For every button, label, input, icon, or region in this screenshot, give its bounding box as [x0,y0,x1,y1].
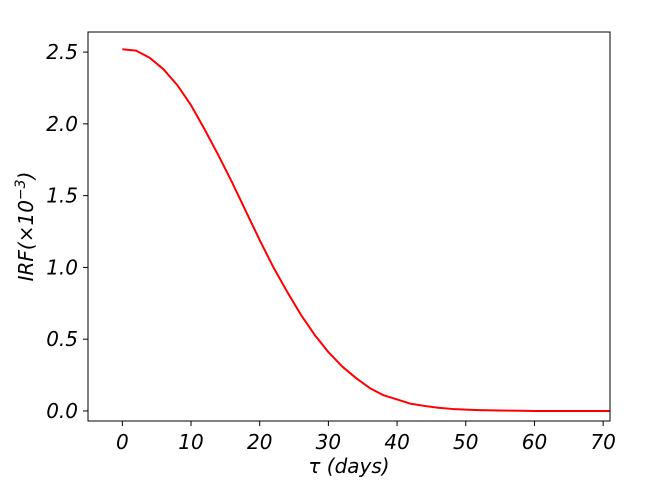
x-tick-label: 0 [116,430,129,454]
y-tick-label: 0.5 [46,327,78,351]
plot-frame [87,31,611,422]
y-tick-label: 1.0 [46,255,78,279]
x-tick-label: 60 [522,430,547,454]
y-tick-label: 2.0 [46,112,78,136]
y-axis-label-exponent: −3 [13,179,29,200]
x-tick-label: 10 [178,430,203,454]
series-line [122,48,610,412]
x-tick-label: 30 [316,430,341,454]
x-tick-label: 40 [384,430,409,454]
y-tick-label: 2.5 [46,40,78,64]
y-tick-label: 0.0 [46,399,78,423]
y-axis-label-base: IRF(×10 [14,200,38,281]
series-layer [122,48,610,412]
y-axis-label-close: ) [14,172,38,182]
x-axis-label: τ (days) [308,454,389,478]
x-tick-label: 70 [590,430,615,454]
y-tick-label: 1.5 [46,184,78,208]
x-tick-label: 50 [453,430,478,454]
y-axis-label: IRF(×10−3) [13,172,38,282]
ticks-layer: 0 10 20 30 40 50 60 70 0.0 0.5 1.0 1.5 2.0 2.5 [46,40,616,454]
x-tick-label: 20 [247,430,272,454]
